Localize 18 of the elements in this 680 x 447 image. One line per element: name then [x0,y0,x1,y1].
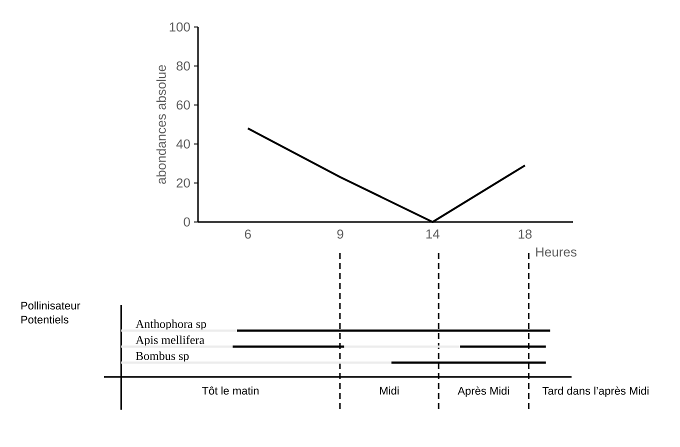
y-tick-label: 80 [176,61,190,71]
y-tick-label: 60 [176,100,190,110]
y-tick-label: Apis mellifera [136,335,204,346]
y-tick-label: 20 [176,178,190,188]
text: Midi [380,386,399,395]
x-axis-title: Heures [536,248,576,257]
x-tick-label: 6 [244,230,251,239]
y-tick-label: 100 [170,22,190,32]
y-axis-title: Pollinisateur Potentiels [21,301,80,324]
y-tick-label: 0 [184,217,190,227]
x-tick-label: 14 [426,230,440,238]
text: Tôt le matin [202,386,259,395]
x-tick-label: 9 [337,230,344,239]
y-axis-title: abondances absolue [156,65,166,184]
text: Après Midi [458,386,509,397]
y-tick-label: 40 [176,139,190,149]
text: Tard dans l’après Midi [542,386,648,397]
x-tick-label: 18 [518,230,532,239]
